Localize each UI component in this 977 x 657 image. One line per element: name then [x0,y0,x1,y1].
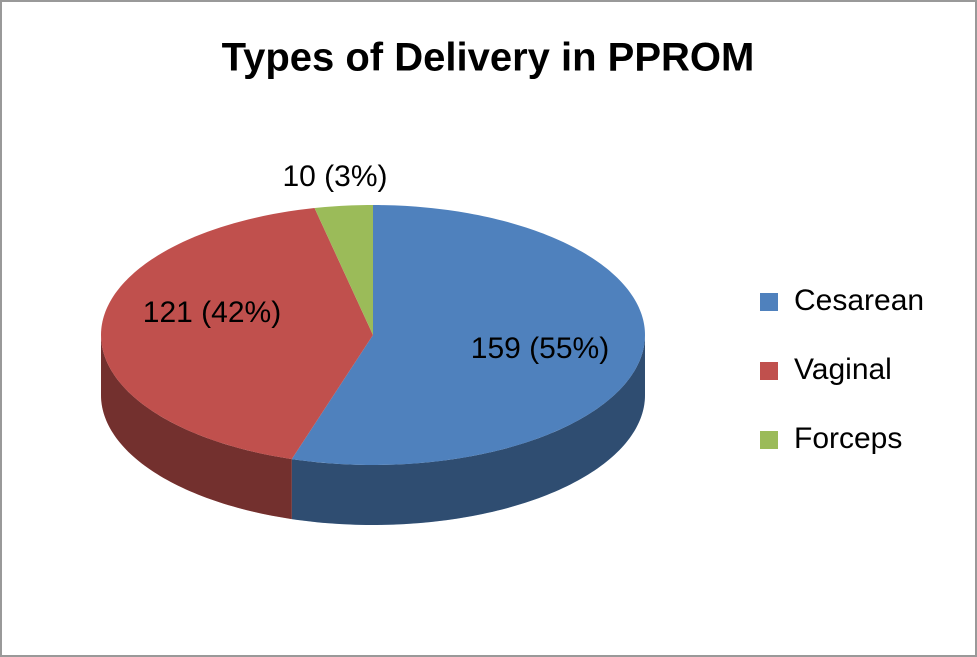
legend-swatch [760,362,778,380]
slice-side-shade [291,335,645,525]
slice [314,205,373,335]
data-label: 159 (55%) [471,332,609,365]
legend-label: Vaginal [794,353,892,386]
slice [291,205,645,465]
legend-swatch [760,431,778,449]
data-label: 10 (3%) [282,160,387,193]
legend-swatch [760,293,778,311]
slice-side [101,335,292,520]
chart-title: Types of Delivery in PPROM [222,36,755,80]
slice [101,208,373,460]
slice-side [291,335,645,525]
legend-label: Cesarean [794,284,924,317]
slice-side-shade [101,335,292,520]
data-label: 121 (42%) [143,296,281,329]
legend-label: Forceps [794,422,902,455]
